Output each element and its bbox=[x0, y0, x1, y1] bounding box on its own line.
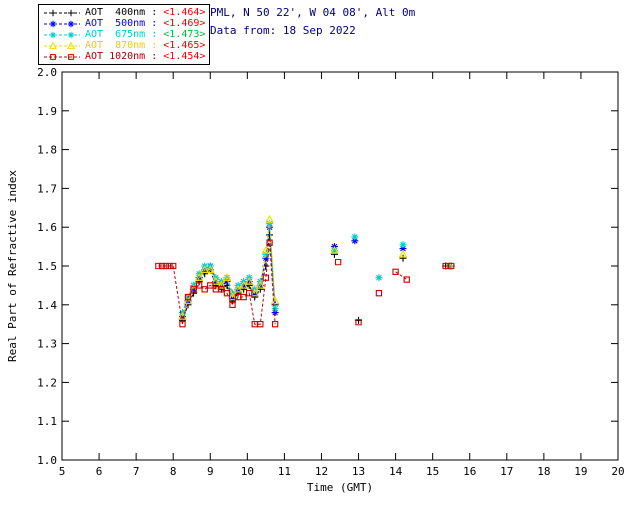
svg-text:Time (GMT): Time (GMT) bbox=[307, 481, 373, 494]
legend-label-870nm: AOT 870nm bbox=[85, 40, 146, 51]
svg-text:1.0: 1.0 bbox=[37, 454, 57, 467]
legend-value-400nm: <1.464> bbox=[163, 7, 206, 18]
svg-text:10: 10 bbox=[241, 465, 254, 478]
legend-value-675nm: <1.473> bbox=[163, 29, 206, 40]
legend-value-500nm: <1.469> bbox=[163, 18, 206, 29]
legend-line-sample-500nm bbox=[44, 20, 80, 27]
svg-text:1.7: 1.7 bbox=[37, 182, 57, 195]
svg-text:Real Part of Refractive index: Real Part of Refractive index bbox=[6, 170, 19, 362]
svg-text:7: 7 bbox=[133, 465, 140, 478]
svg-text:2.0: 2.0 bbox=[37, 66, 57, 79]
svg-text:11: 11 bbox=[278, 465, 291, 478]
svg-text:18: 18 bbox=[537, 465, 550, 478]
svg-text:19: 19 bbox=[574, 465, 587, 478]
legend-line-sample-400nm bbox=[44, 9, 80, 16]
legend-label-400nm: AOT 400nm bbox=[85, 7, 146, 18]
legend-line-sample-1020nm bbox=[44, 53, 80, 60]
svg-text:1.3: 1.3 bbox=[37, 338, 57, 351]
svg-text:1.5: 1.5 bbox=[37, 260, 57, 273]
legend-separator: : bbox=[145, 18, 164, 29]
legend-label-1020nm: AOT 1020nm bbox=[85, 51, 146, 62]
svg-text:14: 14 bbox=[389, 465, 403, 478]
legend-row-500nm: AOT 500nm : <1.469> bbox=[43, 18, 205, 29]
legend-separator: : bbox=[145, 29, 164, 40]
svg-text:1.2: 1.2 bbox=[37, 376, 57, 389]
svg-text:17: 17 bbox=[500, 465, 513, 478]
legend-separator: : bbox=[145, 7, 164, 18]
legend-value-870nm: <1.465> bbox=[163, 40, 206, 51]
svg-text:1.9: 1.9 bbox=[37, 105, 57, 118]
svg-text:1.8: 1.8 bbox=[37, 144, 57, 157]
legend-label-675nm: AOT 675nm bbox=[85, 29, 146, 40]
svg-text:15: 15 bbox=[426, 465, 439, 478]
svg-text:1.4: 1.4 bbox=[37, 299, 57, 312]
legend-row-675nm: AOT 675nm : <1.473> bbox=[43, 29, 205, 40]
legend-row-400nm: AOT 400nm : <1.464> bbox=[43, 7, 205, 18]
svg-text:1.6: 1.6 bbox=[37, 221, 57, 234]
legend-row-1020nm: AOT 1020nm : <1.454> bbox=[43, 51, 205, 62]
svg-text:5: 5 bbox=[59, 465, 66, 478]
svg-text:12: 12 bbox=[315, 465, 328, 478]
header-site-info: PML, N 50 22', W 04 08', Alt 0m bbox=[210, 6, 416, 19]
svg-text:16: 16 bbox=[463, 465, 476, 478]
legend-line-sample-675nm bbox=[44, 31, 80, 38]
svg-text:1.1: 1.1 bbox=[37, 415, 57, 428]
svg-text:8: 8 bbox=[170, 465, 177, 478]
legend-separator: : bbox=[145, 40, 164, 51]
svg-text:20: 20 bbox=[611, 465, 624, 478]
header-date-info: Data from: 18 Sep 2022 bbox=[210, 24, 356, 37]
legend-value-1020nm: <1.454> bbox=[163, 51, 206, 62]
legend-label-500nm: AOT 500nm bbox=[85, 18, 146, 29]
legend-box: AOT 400nm : <1.464> AOT 500nm : <1.469> … bbox=[38, 4, 211, 65]
svg-text:13: 13 bbox=[352, 465, 365, 478]
legend-separator: : bbox=[145, 51, 164, 62]
svg-text:9: 9 bbox=[207, 465, 214, 478]
legend-row-870nm: AOT 870nm : <1.465> bbox=[43, 40, 205, 51]
legend-line-sample-870nm bbox=[44, 41, 80, 49]
svg-text:6: 6 bbox=[96, 465, 103, 478]
